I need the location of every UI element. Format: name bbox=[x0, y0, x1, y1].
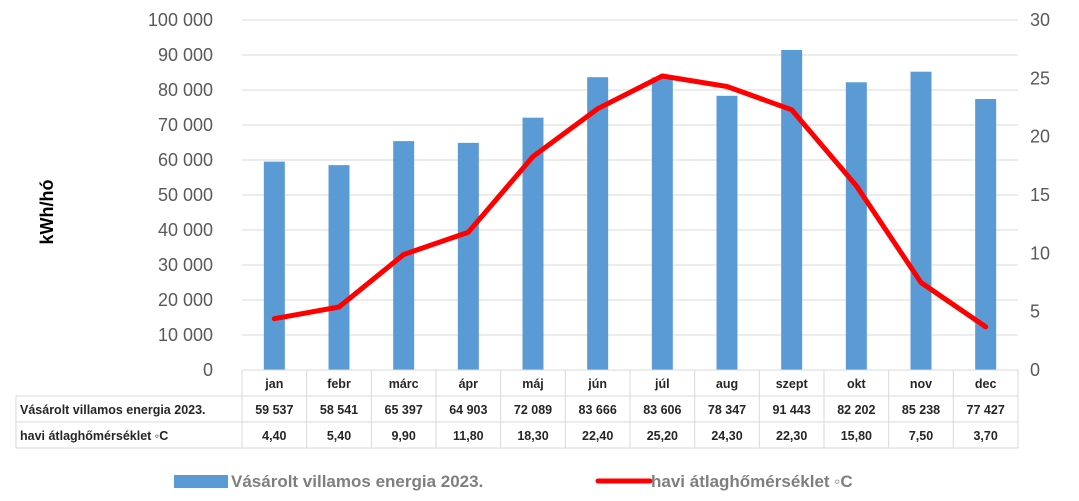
table-cell: 59 537 bbox=[255, 403, 293, 417]
y2-tick-label: 5 bbox=[1030, 302, 1040, 322]
table-cell: 82 202 bbox=[837, 403, 875, 417]
x-tick-label: márc bbox=[389, 377, 419, 391]
table-cell: 18,30 bbox=[517, 429, 548, 443]
x-tick-label: jún bbox=[587, 377, 607, 391]
table-row-header: havi átlaghőmérséklet ◦C bbox=[20, 429, 168, 443]
x-tick-label: okt bbox=[847, 377, 867, 391]
bar bbox=[910, 71, 932, 371]
line-series bbox=[271, 73, 989, 330]
table-cell: 83 606 bbox=[643, 403, 681, 417]
table-cell: 83 666 bbox=[579, 403, 617, 417]
table-cell: 7,50 bbox=[909, 429, 933, 443]
table-cell: 11,80 bbox=[453, 429, 484, 443]
y-tick-label: 80 000 bbox=[158, 80, 213, 100]
gridlines bbox=[242, 19, 1018, 336]
y-tick-label: 50 000 bbox=[158, 185, 213, 205]
y-tick-label: 70 000 bbox=[158, 115, 213, 135]
bar bbox=[781, 49, 803, 371]
x-tick-label: nov bbox=[910, 377, 932, 391]
bar bbox=[522, 117, 544, 370]
table-cell: 78 347 bbox=[708, 403, 746, 417]
y-tick-label: 100 000 bbox=[148, 10, 213, 30]
table-cell: 72 089 bbox=[514, 403, 552, 417]
table-cell: 5,40 bbox=[327, 429, 351, 443]
x-tick-label: júl bbox=[654, 377, 670, 391]
table-row-header: Vásárolt villamos energia 2023. bbox=[20, 403, 206, 417]
y-tick-label: 0 bbox=[203, 360, 213, 380]
x-tick-label: szept bbox=[776, 377, 809, 391]
x-tick-label: jan bbox=[264, 377, 283, 391]
y2-tick-label: 0 bbox=[1030, 360, 1040, 380]
table-cell: 15,80 bbox=[841, 429, 872, 443]
left-axis-ticks: 0 10 000 20 000 30 000 40 000 50 000 60 000 70 … bbox=[148, 10, 213, 380]
y-axis-label: kWh/hó bbox=[37, 180, 57, 245]
x-tick-label: febr bbox=[327, 377, 351, 391]
x-tick-label: dec bbox=[975, 377, 997, 391]
x-tick-label: máj bbox=[522, 377, 544, 391]
bar-series bbox=[263, 49, 997, 371]
right-axis-ticks: 0 5 10 15 20 25 30 bbox=[1030, 10, 1050, 380]
y2-tick-label: 20 bbox=[1030, 127, 1050, 147]
y2-tick-label: 30 bbox=[1030, 10, 1050, 30]
table-cell: 85 238 bbox=[902, 403, 940, 417]
bar bbox=[328, 165, 350, 370]
y-tick-label: 20 000 bbox=[158, 290, 213, 310]
temperature-line bbox=[271, 73, 989, 330]
y-tick-label: 30 000 bbox=[158, 255, 213, 275]
legend-swatch-bar bbox=[174, 475, 228, 488]
table-cell: 25,20 bbox=[647, 429, 678, 443]
table-cell: 91 443 bbox=[773, 403, 811, 417]
bar bbox=[651, 77, 673, 370]
bar bbox=[716, 95, 738, 371]
table-cell: 58 541 bbox=[320, 403, 358, 417]
legend-label: havi átlaghőmérséklet ◦C bbox=[651, 472, 853, 491]
y2-tick-label: 15 bbox=[1030, 185, 1050, 205]
legend: Vásárolt villamos energia 2023. havi átla… bbox=[174, 472, 853, 491]
bar bbox=[263, 161, 285, 370]
table-cell: 3,70 bbox=[973, 429, 997, 443]
y2-tick-label: 25 bbox=[1030, 68, 1050, 88]
legend-label: Vásárolt villamos energia 2023. bbox=[231, 472, 483, 491]
table-cell: 77 427 bbox=[967, 403, 1005, 417]
bar bbox=[975, 99, 997, 371]
x-tick-label: ápr bbox=[459, 377, 479, 391]
table-cell: 64 903 bbox=[449, 403, 487, 417]
y-tick-label: 90 000 bbox=[158, 45, 213, 65]
table-cell: 22,30 bbox=[776, 429, 807, 443]
bar bbox=[457, 142, 479, 370]
y2-tick-label: 10 bbox=[1030, 243, 1050, 263]
x-tick-label: aug bbox=[716, 377, 738, 391]
bar bbox=[587, 77, 609, 370]
table-cell: 4,40 bbox=[262, 429, 286, 443]
data-table: jan febr márc ápr máj jún júl aug szept okt nov dec… bbox=[15, 369, 1019, 449]
table-cell: 22,40 bbox=[582, 429, 613, 443]
y-tick-label: 60 000 bbox=[158, 150, 213, 170]
bar bbox=[845, 82, 867, 370]
table-cell: 65 397 bbox=[385, 403, 423, 417]
table-cell: 24,30 bbox=[711, 429, 742, 443]
y-tick-label: 40 000 bbox=[158, 220, 213, 240]
y-tick-label: 10 000 bbox=[158, 325, 213, 345]
table-cell: 9,90 bbox=[391, 429, 415, 443]
